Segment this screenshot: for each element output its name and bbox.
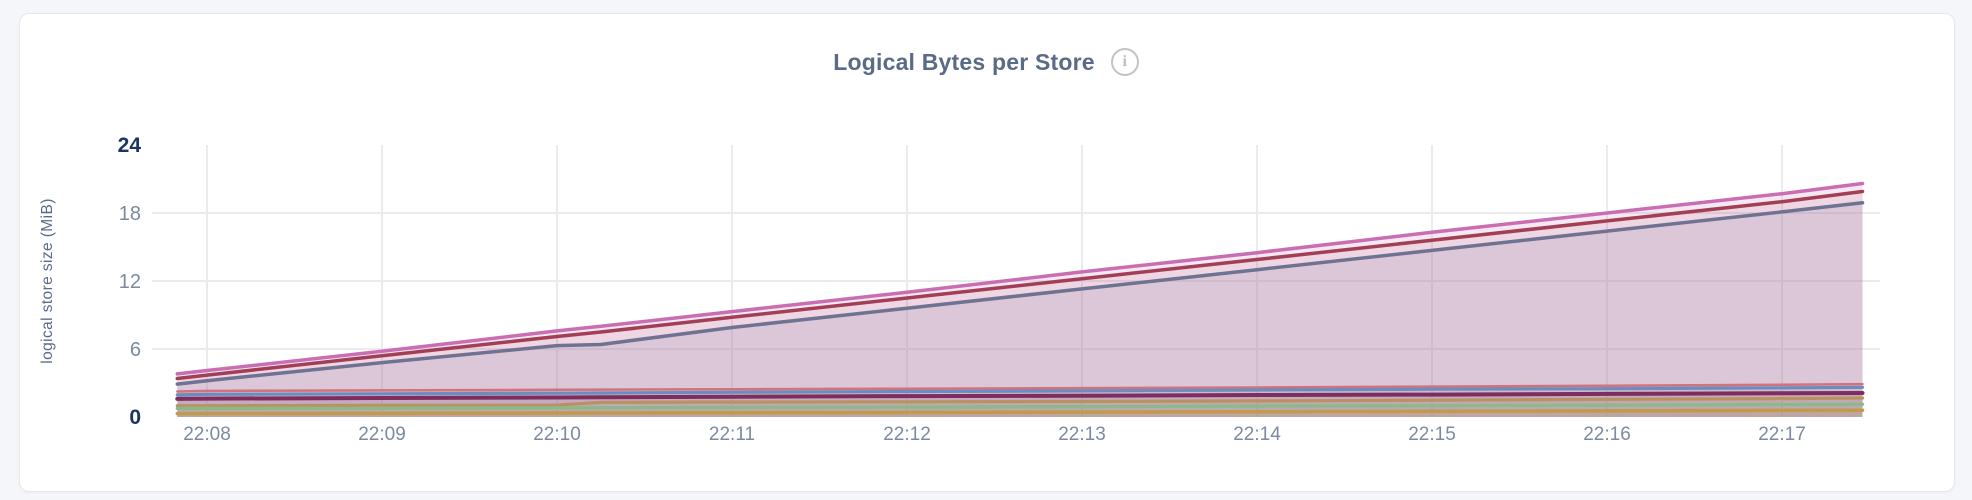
x-tick-label-22-12: 22:12 (883, 424, 931, 445)
chart-header: Logical Bytes per Store i (0, 40, 1972, 84)
x-tick-label-22-10: 22:10 (533, 424, 581, 445)
y-axis-title: logical store size (MiB) (39, 198, 56, 364)
store-tan-line[interactable] (175, 396, 1865, 408)
store-pink-area (177, 183, 1863, 417)
y-tick-label-12: 12 (119, 271, 141, 293)
store-plum-line[interactable] (175, 391, 1865, 401)
x-tick-label-22-13: 22:13 (1058, 424, 1106, 445)
y-tick-label-6: 6 (130, 339, 141, 361)
store-blue-line[interactable] (175, 385, 1865, 397)
y-tick-label-18: 18 (119, 203, 141, 225)
x-tick-label-22-15: 22:15 (1408, 424, 1456, 445)
store-pink-line[interactable] (175, 181, 1865, 376)
store-slate-line[interactable] (175, 201, 1865, 386)
store-gold-line[interactable] (175, 408, 1865, 416)
store-slate-area (177, 202, 1863, 417)
store-maroon-line[interactable] (175, 189, 1865, 381)
x-tick-label-22-14: 22:14 (1233, 424, 1281, 445)
info-icon[interactable]: i (1110, 48, 1139, 76)
x-tick-label-22-17: 22:17 (1758, 424, 1806, 445)
y-tick-label-24: 24 (118, 134, 142, 157)
store-green-line[interactable] (175, 402, 1865, 411)
x-tick-label-22-09: 22:09 (358, 424, 406, 445)
y-tick-label-0: 0 (129, 406, 141, 429)
x-tick-label-22-16: 22:16 (1583, 424, 1631, 445)
chart-title: Logical Bytes per Store (833, 48, 1095, 75)
store-salmon-line[interactable] (176, 382, 1864, 393)
x-tick-label-22-11: 22:11 (709, 424, 755, 445)
x-tick-label-22-08: 22:08 (183, 424, 231, 445)
